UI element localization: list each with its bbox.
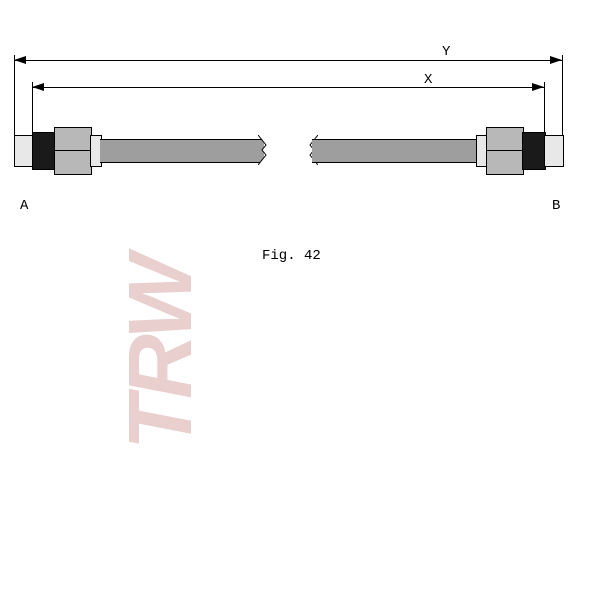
dim-y-right-tick: [562, 55, 563, 135]
dim-y-arrow-left: [14, 56, 26, 64]
dim-y-left-tick: [14, 55, 15, 135]
dim-x-arrow-right: [532, 83, 544, 91]
left-collar: [32, 132, 56, 170]
right-collar: [522, 132, 546, 170]
dim-x-right-tick: [544, 82, 545, 132]
left-hex-centerline: [54, 150, 90, 151]
dim-x-line: [32, 87, 544, 88]
right-end-cap: [544, 135, 564, 167]
figure-canvas: TRW Y X A B Fig. 42: [0, 0, 599, 599]
dim-y-arrow-right: [550, 56, 562, 64]
dim-y-label: Y: [442, 44, 450, 60]
left-end-cap: [14, 135, 34, 167]
right-hex-centerline: [486, 150, 522, 151]
hose-right-segment: [312, 139, 476, 163]
dim-y-line: [14, 60, 562, 61]
label-a: A: [20, 198, 28, 214]
dim-x-arrow-left: [32, 83, 44, 91]
right-hex-nut: [486, 127, 524, 175]
watermark-text: TRW: [110, 259, 213, 450]
label-b: B: [552, 198, 560, 214]
figure-caption: Fig. 42: [262, 248, 321, 264]
break-mark-left: [258, 135, 274, 165]
dim-x-label: X: [424, 72, 432, 88]
left-hex-nut: [54, 127, 92, 175]
hose-left-segment: [100, 139, 264, 163]
